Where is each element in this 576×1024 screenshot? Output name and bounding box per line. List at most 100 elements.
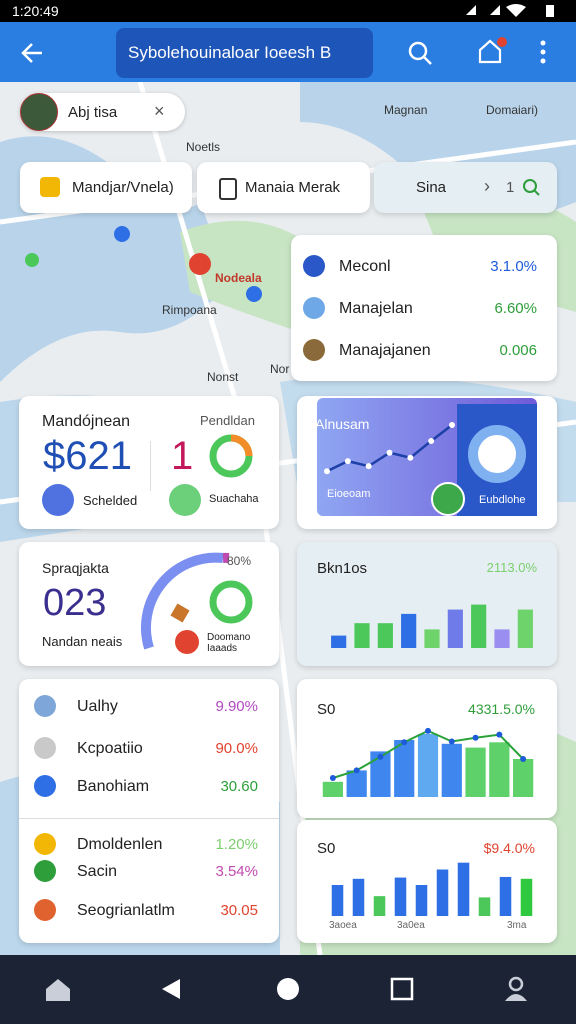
badge-icon — [431, 482, 465, 516]
bar — [457, 862, 470, 916]
filter-text: Sina — [416, 179, 447, 196]
nav-profile[interactable] — [502, 975, 530, 1003]
status-icons — [466, 4, 554, 17]
row-name: Ualhy — [77, 698, 118, 715]
bar — [370, 751, 391, 797]
row-icon — [34, 860, 56, 882]
bar — [447, 609, 463, 648]
row-value: 3.1.0% — [490, 258, 537, 275]
nav-home[interactable] — [44, 977, 72, 1003]
trend-point — [425, 727, 431, 734]
gauge — [140, 552, 253, 654]
bar — [499, 876, 512, 916]
trend-point — [401, 739, 408, 746]
metric-row: Ualhy 9.90% — [19, 691, 279, 721]
bar — [331, 885, 344, 916]
row-icon — [34, 833, 56, 855]
area-chart — [317, 398, 537, 516]
location-chip[interactable]: Abj tisa × — [20, 93, 185, 131]
metrics-card: Ualhy 9.90% Kcpoatiio 90.0% Banohiam 30.60 Dmo… — [19, 679, 279, 943]
card-stat: 4331.5.0% — [468, 701, 535, 717]
filter-chip[interactable]: Sina › 1 — [374, 162, 557, 213]
metric-row: Seogrianlatlm 30.05 — [19, 895, 279, 925]
filter-text: Mandjar/Vnela) — [72, 179, 174, 196]
area-point — [428, 437, 435, 444]
search-button[interactable] — [406, 39, 434, 67]
trend-point — [353, 767, 360, 774]
map-label: Noetls — [186, 140, 221, 154]
chip-avatar — [20, 93, 58, 131]
bar — [436, 869, 449, 916]
bar — [401, 613, 417, 648]
map-label: Nor — [270, 362, 290, 376]
divider — [19, 818, 279, 819]
card-title: S0 — [317, 701, 336, 718]
row-icon — [34, 695, 56, 717]
badge-text: Doomano Iaaads — [207, 632, 251, 654]
chip-text: Abj tisa — [68, 104, 118, 121]
row-value: 1.20% — [215, 836, 258, 853]
combo-chart — [322, 727, 534, 797]
metric-row: Banohiam 30.60 — [19, 771, 279, 801]
bar — [346, 770, 367, 797]
map-label: Magnan — [384, 103, 428, 117]
nav-recents[interactable] — [390, 977, 414, 1001]
column-chart — [331, 862, 533, 916]
row-icon — [303, 255, 325, 277]
nav-back[interactable] — [160, 977, 182, 1001]
bar — [394, 740, 415, 797]
home-button[interactable] — [476, 36, 508, 66]
chip-close[interactable]: × — [154, 101, 165, 121]
menu-button[interactable] — [536, 38, 550, 66]
card-title: Bkn1os — [317, 560, 368, 577]
row-value: 9.90% — [215, 698, 258, 715]
caption: Nandan neais — [42, 634, 123, 649]
card-stat: $9.4.0% — [483, 840, 535, 856]
list-row: Manajajanen 0.006 — [291, 335, 557, 365]
app-bar: Sybolehouinaloar Ioeesh B — [0, 22, 576, 82]
back-button[interactable] — [20, 40, 46, 66]
row-value: 30.05 — [220, 902, 258, 919]
nav-home-circle[interactable] — [276, 977, 300, 1001]
combo-card: S0 4331.5.0% — [297, 679, 557, 818]
caption: Eioeoam — [327, 488, 371, 500]
filter-chip[interactable]: Manaia Merak — [197, 162, 370, 213]
area-point — [386, 449, 393, 456]
bar — [471, 604, 487, 648]
area-point — [324, 468, 330, 475]
badge-text: Suachaha — [209, 493, 259, 505]
bar — [494, 629, 510, 648]
row-name: Sacin — [77, 863, 118, 880]
row-icon — [34, 737, 56, 759]
filter-search[interactable] — [522, 178, 542, 198]
list-row: Manajelan 6.60% — [291, 293, 557, 323]
filter-chip[interactable]: Mandjar/Vnela) — [20, 162, 192, 213]
map-label: Rimpoana — [162, 303, 217, 317]
filter-count: 1 — [506, 179, 515, 196]
amount: $621 — [43, 434, 132, 478]
bar — [489, 742, 510, 797]
status-time: 1:20:49 — [12, 3, 59, 19]
search-box[interactable]: Sybolehouinaloar Ioeesh B — [116, 28, 373, 78]
card-title: S0 — [317, 840, 336, 857]
area-point — [449, 422, 455, 428]
area-point — [344, 458, 351, 465]
revenue-card: Mandójnean $621 Schelded Pendldan 1 Suac… — [19, 396, 279, 529]
bar — [394, 877, 407, 916]
bar — [520, 878, 533, 916]
map-label: Nodeala — [215, 271, 262, 285]
bar — [331, 635, 347, 648]
bar-chart — [331, 604, 533, 648]
bar — [424, 629, 440, 648]
bar — [354, 623, 370, 648]
bar — [441, 743, 462, 797]
row-icon — [303, 297, 325, 319]
bar — [373, 896, 386, 916]
badge-text: Schelded — [83, 493, 138, 508]
trend-point — [448, 738, 455, 745]
area-point — [365, 463, 372, 470]
status-bar: 1:20:49 — [0, 0, 576, 22]
bar — [377, 623, 393, 648]
nav-bar — [0, 955, 576, 1024]
row-icon — [34, 775, 56, 797]
